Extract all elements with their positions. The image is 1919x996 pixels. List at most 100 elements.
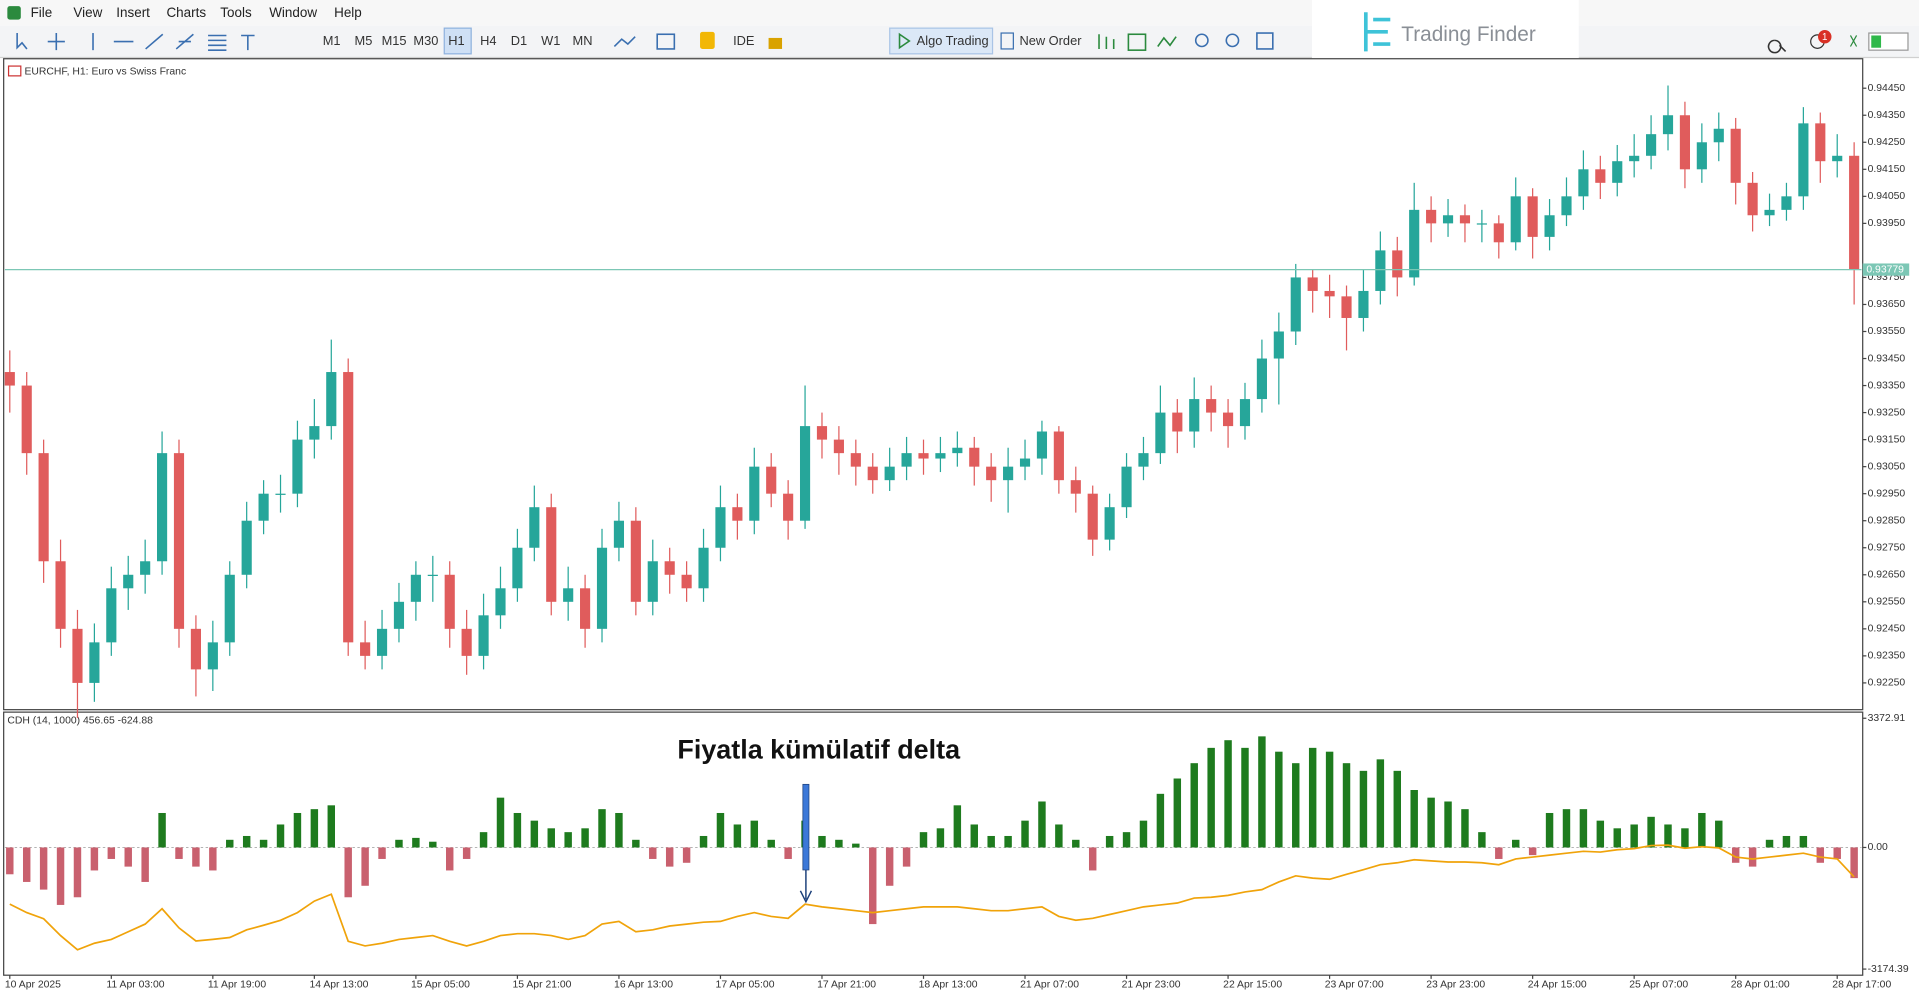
delta-bar: [1630, 824, 1638, 848]
delta-bar: [1072, 839, 1080, 848]
app-icon: [7, 6, 21, 20]
cursor-icon[interactable]: [16, 33, 28, 50]
timeframe-button[interactable]: M15: [382, 33, 407, 48]
candle-body: [884, 466, 895, 481]
delta-bar: [446, 847, 454, 871]
delta-bar: [970, 824, 978, 848]
candle-body: [1527, 196, 1538, 237]
delta-bar: [361, 847, 369, 886]
candle-body: [1189, 399, 1200, 432]
algo-trading-button[interactable]: [889, 27, 994, 55]
y-tick-label: 0.94250: [1868, 137, 1906, 148]
notification-badge[interactable]: [1818, 29, 1832, 44]
y-tick-label: 0.92850: [1868, 515, 1906, 526]
candle-body: [326, 372, 337, 427]
delta-bar: [1190, 763, 1198, 848]
chart-type-icon[interactable]: [613, 36, 636, 48]
timeframe-button[interactable]: M30: [413, 33, 438, 48]
delta-bar: [496, 797, 505, 848]
x-tick-label: 17 Apr 05:00: [716, 980, 775, 991]
candle-body: [4, 372, 15, 386]
candle-body: [613, 520, 625, 548]
delta-bar: [395, 839, 403, 848]
candle-body: [1798, 123, 1809, 197]
delta-bar: [1021, 820, 1029, 848]
menu-item[interactable]: File: [31, 5, 53, 20]
menu-item[interactable]: Help: [334, 5, 362, 20]
ide-label[interactable]: IDE: [733, 33, 754, 48]
x-tick-label: 28 Apr 01:00: [1731, 980, 1790, 991]
timeframe-button[interactable]: H4: [480, 33, 496, 48]
candle-body: [630, 520, 641, 602]
candle-body: [1239, 399, 1251, 427]
timeframe-button[interactable]: MN: [573, 33, 593, 48]
candle-body: [1003, 466, 1014, 481]
menu-item[interactable]: Tools: [220, 5, 252, 20]
fibo-icon[interactable]: [208, 34, 227, 51]
zoom-in-icon[interactable]: [1194, 33, 1209, 48]
template-icon[interactable]: [656, 33, 676, 50]
arrow-shaft: [802, 783, 810, 871]
line-chart-icon[interactable]: [1157, 36, 1177, 47]
algo-trading-label[interactable]: Algo Trading: [917, 33, 989, 48]
timeframe-button[interactable]: H1: [448, 33, 464, 48]
delta-bar: [1681, 828, 1689, 848]
x-tick-label: 22 Apr 15:00: [1223, 980, 1282, 991]
candles-icon[interactable]: [1127, 33, 1147, 51]
delta-bar: [1308, 747, 1317, 848]
crosshair-icon[interactable]: [47, 33, 65, 51]
timeframe-button[interactable]: M1: [323, 33, 341, 48]
candle-body: [1595, 169, 1606, 183]
delta-bar: [1647, 816, 1655, 848]
delta-bar: [1461, 809, 1469, 848]
candle-body: [38, 453, 49, 562]
candle-body: [1104, 507, 1115, 540]
candle-body: [986, 466, 997, 481]
delta-bar: [1292, 763, 1300, 848]
delta-bar: [784, 847, 792, 859]
delta-bar: [1765, 839, 1774, 848]
candle-body: [1256, 358, 1267, 400]
timeframe-button[interactable]: W1: [541, 33, 560, 48]
search-icon[interactable]: [1767, 39, 1787, 54]
lock-icon[interactable]: [768, 37, 783, 49]
menu-item[interactable]: View: [73, 5, 102, 20]
delta-bar: [175, 847, 183, 859]
delta-bar: [429, 841, 437, 848]
market-icon[interactable]: [700, 31, 715, 49]
watermark-text: Trading Finder: [1401, 23, 1536, 46]
delta-bar: [1173, 778, 1182, 848]
delta-bar: [1528, 847, 1537, 856]
menu-item[interactable]: Charts: [166, 5, 206, 20]
timeframe-button[interactable]: D1: [511, 33, 527, 48]
x-tick-label: 23 Apr 23:00: [1426, 980, 1485, 991]
delta-bar: [530, 820, 539, 848]
delta-bar: [1105, 835, 1114, 848]
delta-bar: [6, 847, 14, 875]
delta-bar: [124, 847, 132, 867]
text-icon[interactable]: [241, 34, 255, 51]
menu-item[interactable]: Insert: [116, 5, 150, 20]
channel-icon[interactable]: [175, 33, 194, 50]
menu-item[interactable]: Window: [269, 5, 317, 20]
delta-bar: [1410, 789, 1418, 848]
new-order-label[interactable]: New Order: [1019, 33, 1082, 48]
y-tick-label: 0.93550: [1868, 326, 1906, 337]
new-order-icon[interactable]: [1000, 32, 1014, 50]
candle-body: [1612, 161, 1623, 183]
chart-title: EURCHF, H1: Euro vs Swiss Franc: [24, 66, 186, 77]
grid-icon[interactable]: [1256, 32, 1274, 50]
candle-body: [1019, 458, 1031, 467]
bars-icon[interactable]: [1098, 34, 1115, 49]
vps-icon[interactable]: [1849, 35, 1858, 47]
candle-body: [529, 507, 540, 548]
y-tick-label: -3174.39: [1868, 964, 1909, 975]
x-tick-label: 21 Apr 07:00: [1020, 980, 1079, 991]
timeframe-button[interactable]: M5: [355, 33, 373, 48]
candle-body: [106, 588, 117, 643]
delta-bar: [835, 839, 843, 848]
trendline-icon[interactable]: [145, 33, 164, 50]
candle-body: [1442, 215, 1454, 224]
zoom-out-icon[interactable]: [1225, 33, 1240, 48]
